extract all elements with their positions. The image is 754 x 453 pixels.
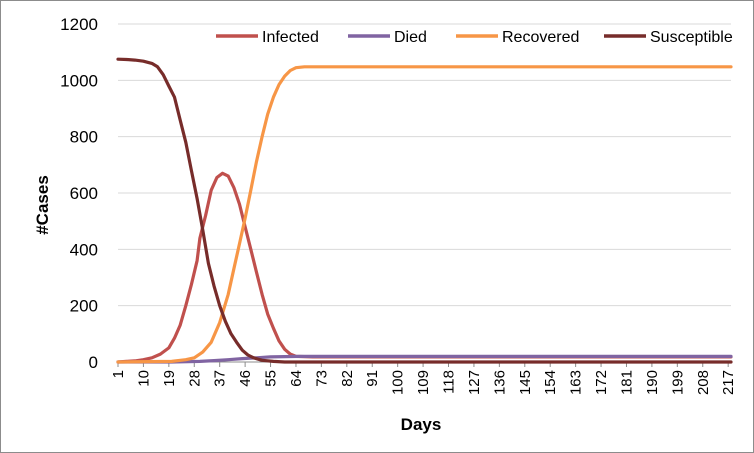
x-tick-label: 46 xyxy=(237,370,254,387)
x-tick-label: 91 xyxy=(364,370,381,387)
y-tick-label: 400 xyxy=(70,240,98,259)
series-lines xyxy=(116,57,733,364)
y-tick-label: 800 xyxy=(70,128,98,147)
legend-label-recovered: Recovered xyxy=(502,29,579,46)
x-tick-label: 190 xyxy=(644,370,661,395)
series-line-died xyxy=(116,354,733,364)
x-tick-label: 172 xyxy=(593,370,610,395)
x-tick-label: 199 xyxy=(669,370,686,395)
y-tick-label: 0 xyxy=(89,353,98,372)
x-tick-label: 118 xyxy=(441,370,458,394)
x-tick-label: 208 xyxy=(695,370,712,395)
x-tick-label: 19 xyxy=(161,370,178,387)
x-tick-label: 73 xyxy=(313,370,330,387)
x-tick-label: 64 xyxy=(288,370,305,387)
x-tick-label: 28 xyxy=(186,370,203,387)
x-tick-label: 82 xyxy=(339,370,356,387)
x-axis: 1 10 19 28 37 46 55 64 73 82 91 100 109 118 127 136 145 1… xyxy=(110,361,737,395)
x-tick-label: 154 xyxy=(542,370,559,395)
legend-label-infected: Infected xyxy=(262,29,319,46)
series-line-infected xyxy=(116,171,733,364)
x-tick-label: 109 xyxy=(415,370,432,395)
x-tick-label: 127 xyxy=(466,370,483,395)
x-tick-label: 1 xyxy=(110,370,127,378)
x-tick-label: 136 xyxy=(491,370,508,395)
legend-label-died: Died xyxy=(394,29,427,46)
y-tick-label: 200 xyxy=(70,297,98,316)
legend: Infected Died Recovered Susceptible xyxy=(216,29,733,46)
x-tick-label: 10 xyxy=(135,370,152,387)
y-tick-label: 600 xyxy=(70,184,98,203)
series-line-susceptible xyxy=(116,57,733,364)
x-tick-label: 181 xyxy=(618,370,635,395)
x-tick-label: 163 xyxy=(568,370,585,395)
x-tick-label: 37 xyxy=(212,370,229,387)
legend-label-susceptible: Susceptible xyxy=(650,29,733,46)
y-axis-title: #Cases xyxy=(33,175,52,235)
y-tick-label: 1200 xyxy=(60,15,98,34)
series-line-recovered xyxy=(116,65,733,364)
x-tick-label: 100 xyxy=(390,370,407,395)
y-tick-label: 1000 xyxy=(60,71,98,90)
y-axis-ticks: 0 200 400 600 800 1000 1200 xyxy=(60,15,98,372)
x-tick-label: 145 xyxy=(517,370,534,395)
x-tick-label: 55 xyxy=(263,370,280,387)
x-axis-title: Days xyxy=(401,415,442,434)
x-tick-label: 217 xyxy=(720,370,737,395)
